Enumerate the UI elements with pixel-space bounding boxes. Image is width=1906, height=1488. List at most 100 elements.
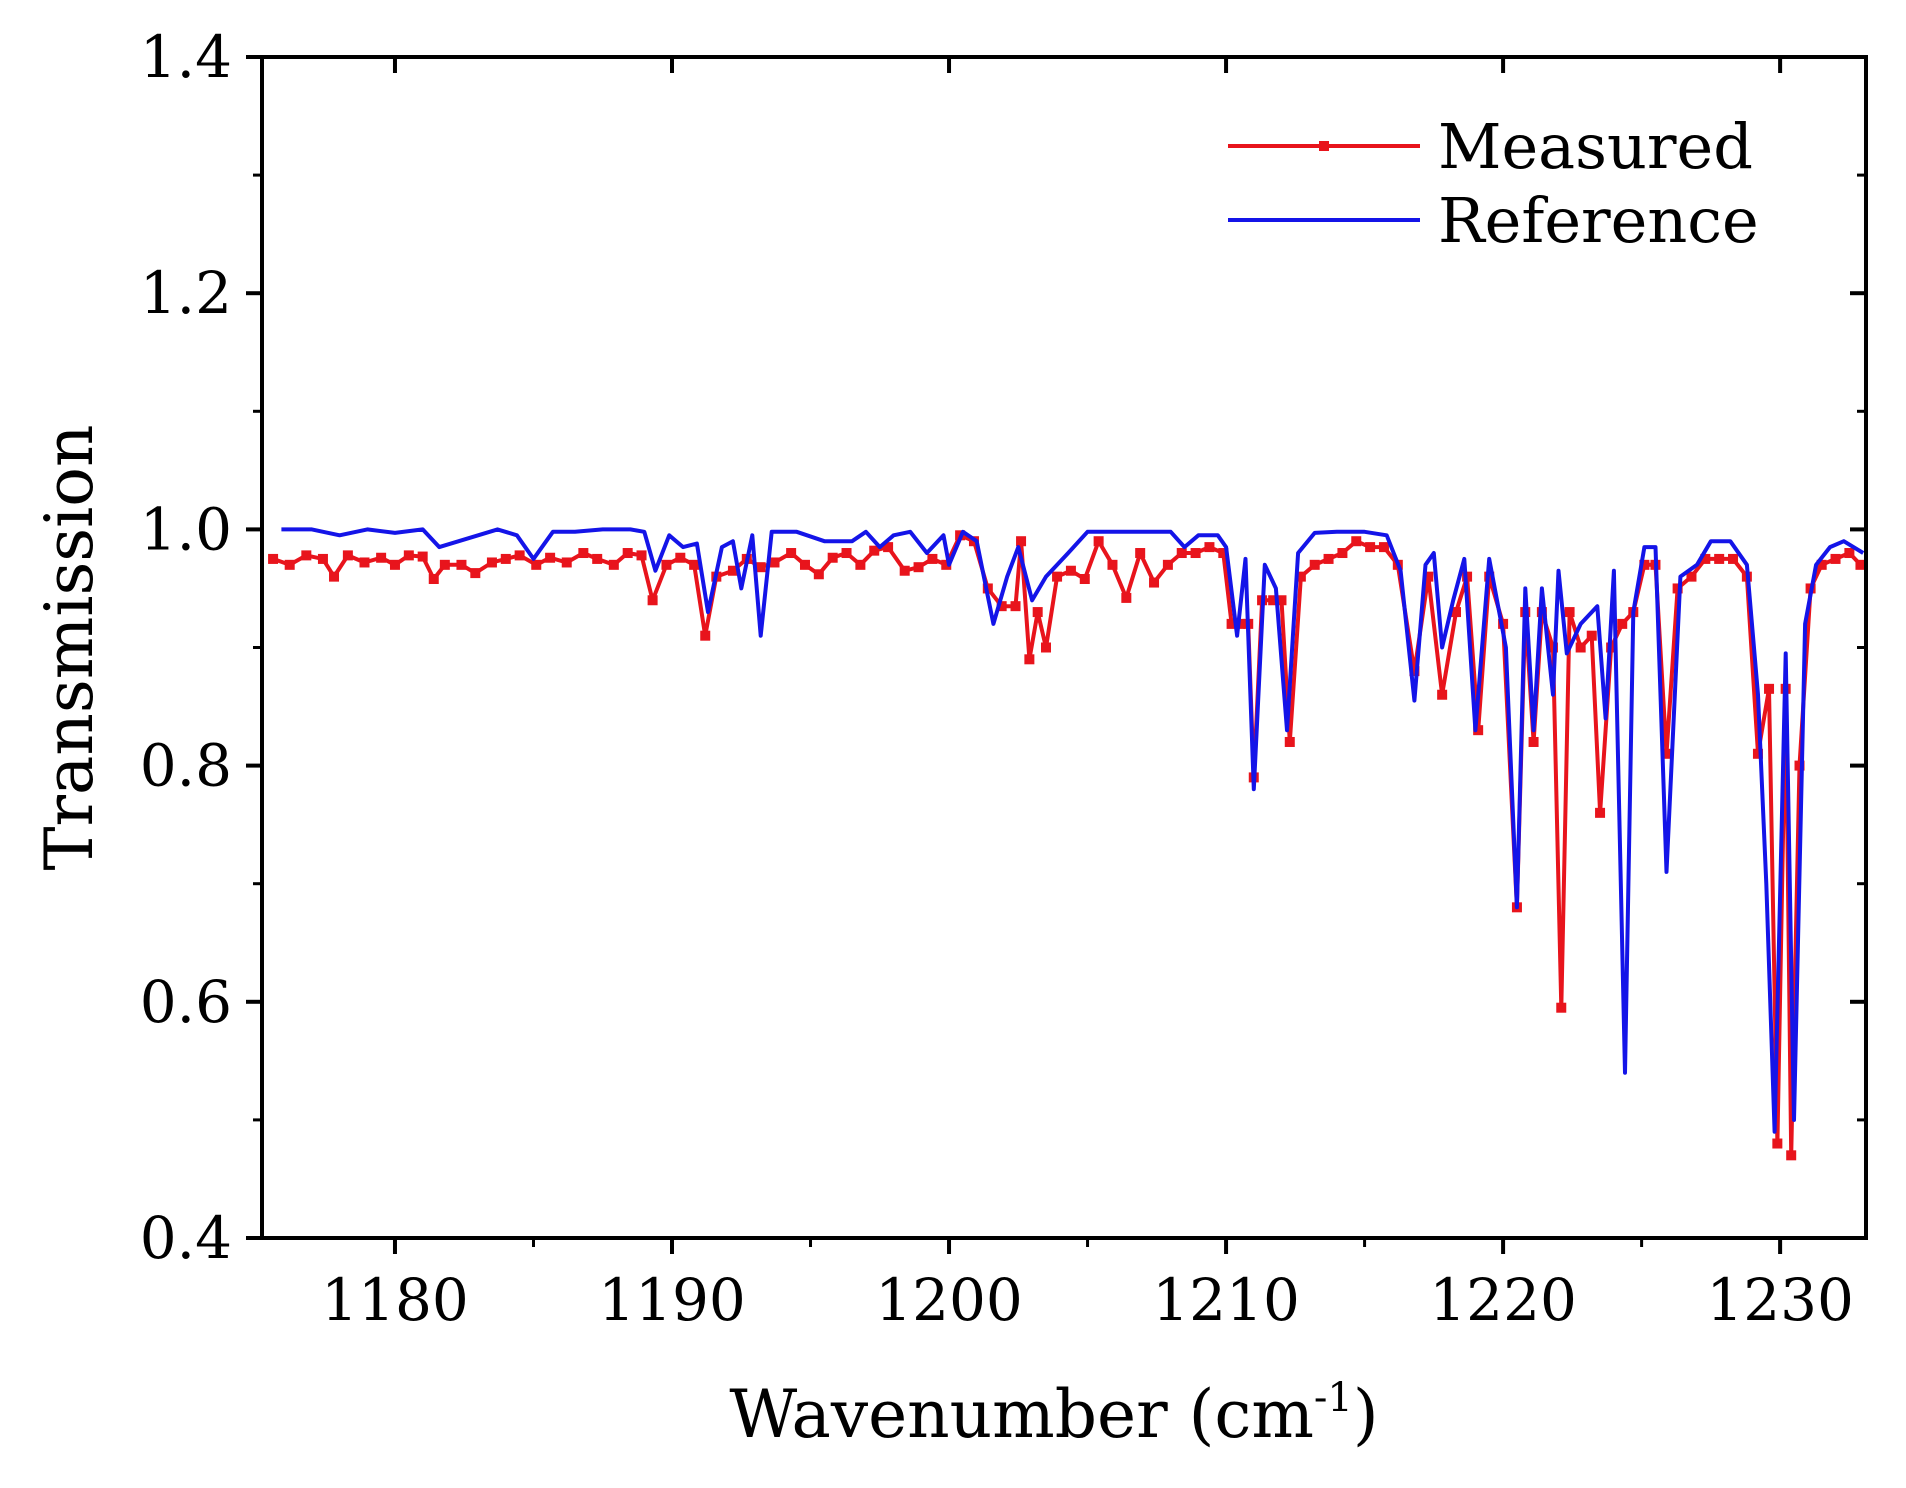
data-point-measured: [1162, 559, 1173, 570]
data-point-measured: [608, 559, 619, 570]
x-tick-label: 1220: [1429, 1266, 1577, 1334]
data-point-measured: [403, 550, 414, 561]
data-point-measured: [827, 552, 838, 563]
series-layer: [268, 527, 1866, 1161]
data-point-measured: [1728, 553, 1739, 564]
data-point-measured: [1409, 666, 1420, 677]
data-point-measured: [1595, 807, 1606, 818]
x-axis-title-superscript: -1: [1314, 1375, 1353, 1421]
data-point-measured: [284, 559, 295, 570]
data-point-measured: [1714, 553, 1725, 564]
data-point-measured: [268, 553, 279, 564]
data-point-measured: [700, 630, 711, 641]
data-point-measured: [1764, 683, 1775, 694]
data-point-measured: [1547, 642, 1558, 653]
data-point-measured: [1816, 559, 1827, 570]
data-point-measured: [1010, 601, 1021, 612]
data-point-measured: [1855, 559, 1866, 570]
data-point-measured: [1351, 536, 1362, 547]
data-point-measured: [376, 552, 387, 563]
data-point-measured: [428, 574, 439, 585]
data-point-measured: [470, 568, 481, 579]
data-point-measured: [755, 562, 766, 573]
x-tick-label: 1210: [1152, 1266, 1300, 1334]
data-point-measured: [329, 571, 340, 582]
legend-label-measured: Measured: [1438, 110, 1753, 183]
data-point-measured: [786, 548, 797, 559]
legend-label-reference: Reference: [1438, 184, 1759, 257]
data-point-measured: [1672, 583, 1683, 594]
tick-layer: 1180 1190 1200 1210 1220 1230 0.4 0.6 0.8 1.0 1.2 1…: [140, 23, 1866, 1334]
x-axis-title-main: Wavenumber (cm: [729, 1376, 1314, 1453]
y-tick-label: 1.4: [140, 23, 232, 91]
data-point-measured: [1564, 607, 1575, 618]
data-point-measured: [769, 557, 780, 568]
data-point-measured: [514, 550, 525, 561]
data-point-measured: [1423, 571, 1434, 582]
data-point-measured: [1218, 548, 1229, 559]
y-tick-label: 0.8: [140, 732, 232, 800]
data-point-measured: [545, 552, 556, 563]
data-point-measured: [1556, 1002, 1567, 1013]
data-point-measured: [578, 548, 589, 559]
data-point-measured: [622, 548, 633, 559]
y-axis-title: Transmission: [31, 424, 108, 870]
data-point-measured: [389, 559, 400, 570]
x-axis-title: Wavenumber (cm-1): [729, 1375, 1378, 1453]
legend-marker-measured: [1319, 141, 1329, 151]
data-point-measured: [1024, 654, 1035, 665]
data-point-measured: [1276, 595, 1287, 606]
data-point-measured: [727, 565, 738, 576]
data-point-measured: [927, 553, 938, 564]
data-point-measured: [869, 545, 880, 556]
x-tick-label: 1230: [1706, 1266, 1854, 1334]
data-point-measured: [456, 559, 467, 570]
x-tick-label: 1190: [598, 1266, 746, 1334]
data-point-measured: [1135, 548, 1146, 559]
data-point-measured: [1686, 571, 1697, 582]
x-axis-title-suffix: ): [1353, 1376, 1379, 1453]
data-point-measured: [1016, 536, 1027, 547]
data-point-measured: [675, 552, 686, 563]
data-point-measured: [1617, 618, 1628, 629]
data-point-measured: [647, 595, 658, 606]
y-tick-label: 0.4: [140, 1204, 232, 1272]
data-point-measured: [1528, 736, 1539, 747]
data-point-measured: [855, 559, 866, 570]
data-point-measured: [1190, 548, 1201, 559]
legend: Measured Reference: [1228, 110, 1759, 257]
data-point-measured: [913, 562, 924, 573]
data-point-measured: [1093, 536, 1104, 547]
x-tick-label: 1200: [875, 1266, 1023, 1334]
data-point-measured: [1079, 574, 1090, 585]
data-point-measured: [1700, 553, 1711, 564]
data-point-measured: [1149, 577, 1160, 588]
series-line-reference: [281, 527, 1865, 1134]
data-point-measured: [1661, 748, 1672, 759]
data-point-measured: [799, 559, 810, 570]
data-point-measured: [301, 550, 312, 561]
data-point-measured: [1378, 542, 1389, 553]
data-point-measured: [883, 542, 894, 553]
data-point-measured: [1052, 571, 1063, 582]
data-point-measured: [1337, 548, 1348, 559]
data-point-measured: [941, 559, 952, 570]
data-point-measured: [1437, 689, 1448, 700]
data-point-measured: [1323, 553, 1334, 564]
data-point-measured: [592, 553, 603, 564]
data-point-measured: [1473, 725, 1484, 736]
data-point-measured: [661, 559, 672, 570]
data-point-measured: [1794, 760, 1805, 771]
data-point-measured: [1107, 559, 1118, 570]
data-point-measured: [359, 557, 370, 568]
data-point-measured: [636, 550, 647, 561]
plot-frame: [260, 55, 1868, 1240]
data-point-measured: [1575, 642, 1586, 653]
data-point-measured: [1226, 618, 1237, 629]
data-point-measured: [1176, 548, 1187, 559]
data-point-measured: [1284, 736, 1295, 747]
data-point-measured: [1032, 607, 1043, 618]
data-point-measured: [561, 557, 572, 568]
data-point-measured: [996, 601, 1007, 612]
